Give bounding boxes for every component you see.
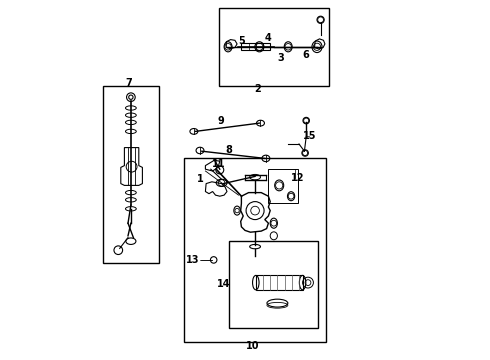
- Text: 14: 14: [217, 279, 231, 289]
- Text: 12: 12: [291, 173, 304, 183]
- Text: 9: 9: [217, 116, 224, 126]
- Text: 5: 5: [238, 36, 245, 46]
- Text: 6: 6: [303, 50, 310, 60]
- Text: 8: 8: [225, 145, 232, 156]
- Text: 13: 13: [186, 255, 199, 265]
- Text: 3: 3: [278, 53, 284, 63]
- Text: 2: 2: [254, 84, 261, 94]
- Text: 11: 11: [212, 159, 226, 169]
- Text: 15: 15: [303, 131, 317, 141]
- Text: 10: 10: [245, 341, 259, 351]
- Text: 7: 7: [126, 78, 132, 88]
- Text: 4: 4: [265, 33, 272, 43]
- Text: 1: 1: [196, 174, 203, 184]
